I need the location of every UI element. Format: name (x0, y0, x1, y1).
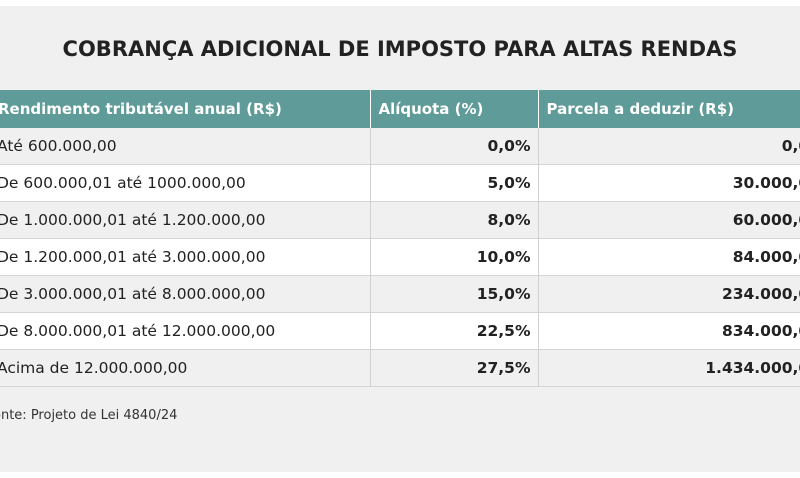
deduction-cell: 834.000,00 (538, 312, 800, 350)
range-cell: De 8.000.000,01 até 12.000.000,00 (0, 312, 371, 350)
deduction-cell: 1.434.000,00 (538, 349, 800, 387)
source-note: Fonte: Projeto de Lei 4840/24 (0, 408, 178, 423)
table-row: De 8.000.000,01 até 12.000.000,00 22,5% … (0, 312, 800, 350)
range-cell: De 600.000,01 até 1000.000,00 (0, 164, 371, 202)
deduction-cell: 234.000,00 (538, 275, 800, 313)
table-panel: COBRANÇA ADICIONAL DE IMPOSTO PARA ALTAS… (0, 6, 800, 472)
range-cell: De 3.000.000,01 até 8.000.000,00 (0, 275, 371, 313)
deduction-cell: 60.000,00 (538, 201, 800, 239)
range-cell: De 1.000.000,01 até 1.200.000,00 (0, 201, 371, 239)
deduction-cell: 0,00 (538, 128, 800, 165)
range-cell: Até 600.000,00 (0, 128, 371, 165)
table-row: De 3.000.000,01 até 8.000.000,00 15,0% 2… (0, 275, 800, 313)
rate-cell: 8,0% (370, 201, 539, 239)
table-row: De 1.000.000,01 até 1.200.000,00 8,0% 60… (0, 201, 800, 239)
rate-cell: 27,5% (370, 349, 539, 387)
table-row: De 600.000,01 até 1000.000,00 5,0% 30.00… (0, 164, 800, 202)
table-row: Acima de 12.000.000,00 27,5% 1.434.000,0… (0, 349, 800, 387)
range-cell: De 1.200.000,01 até 3.000.000,00 (0, 238, 371, 276)
range-cell: Acima de 12.000.000,00 (0, 349, 371, 387)
table-title: COBRANÇA ADICIONAL DE IMPOSTO PARA ALTAS… (62, 37, 738, 61)
rate-cell: 10,0% (370, 238, 539, 276)
deduction-cell: 30.000,00 (538, 164, 800, 202)
rate-cell: 15,0% (370, 275, 539, 313)
rate-cell: 22,5% (370, 312, 539, 350)
column-header-deduction: Parcela a deduzir (R$) (538, 90, 800, 128)
rate-cell: 0,0% (370, 128, 539, 165)
deduction-cell: 84.000,00 (538, 238, 800, 276)
table-row: De 1.200.000,01 até 3.000.000,00 10,0% 8… (0, 238, 800, 276)
column-header-range: Rendimento tributável anual (R$) (0, 90, 371, 128)
table-row: Até 600.000,00 0,0% 0,00 (0, 128, 800, 165)
table-header-row: Rendimento tributável anual (R$) Alíquot… (0, 90, 800, 128)
column-header-rate: Alíquota (%) (370, 90, 539, 128)
rate-cell: 5,0% (370, 164, 539, 202)
tax-table: Rendimento tributável anual (R$) Alíquot… (0, 90, 800, 387)
